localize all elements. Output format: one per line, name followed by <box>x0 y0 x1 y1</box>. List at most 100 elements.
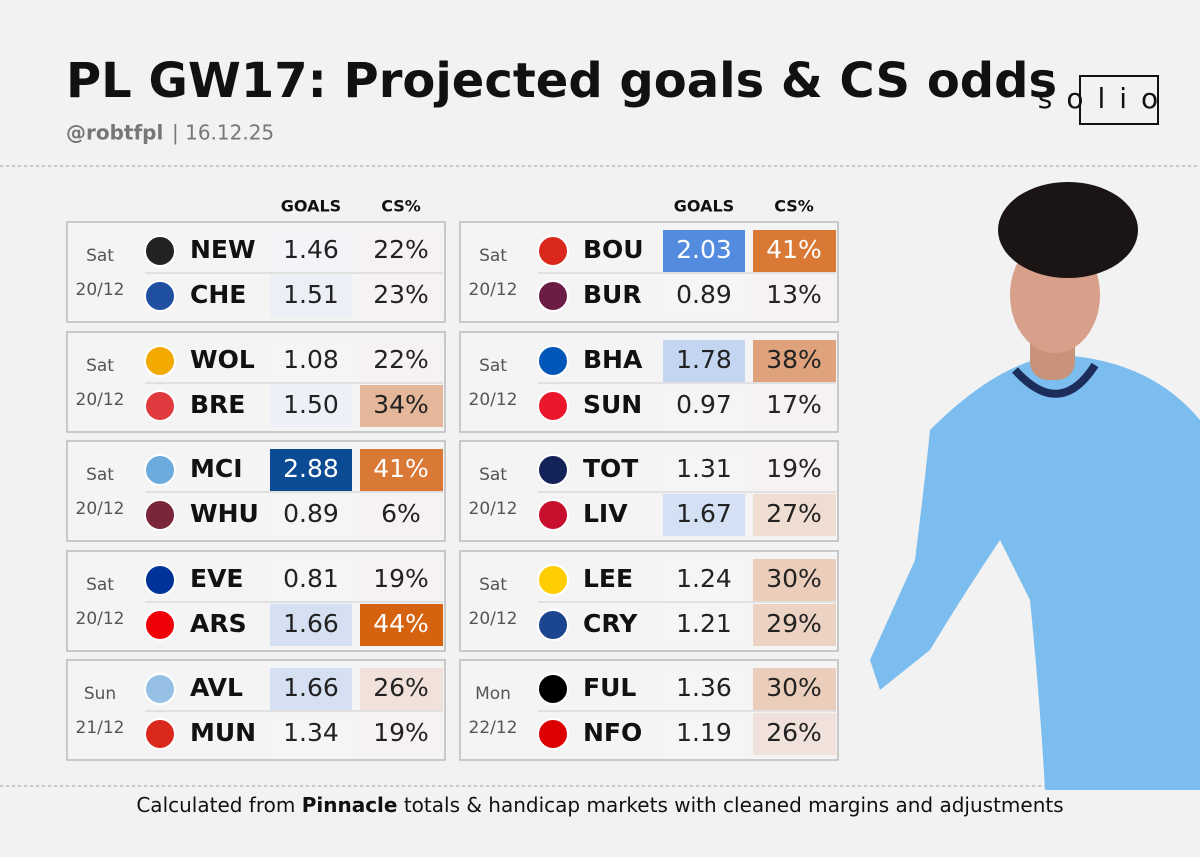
column-header: GOALS <box>281 197 341 216</box>
goals: 0.89 <box>676 280 732 309</box>
team: NEW <box>190 235 256 264</box>
cs: 19% <box>373 718 429 747</box>
goals-cell <box>270 230 352 272</box>
cs: 30% <box>766 564 822 593</box>
goals-cell <box>663 230 745 272</box>
team: WHU <box>190 499 259 528</box>
goals: 1.08 <box>283 345 339 374</box>
cs-cell <box>753 275 836 317</box>
goals: 1.21 <box>676 609 732 638</box>
goals-cell <box>270 604 352 646</box>
goals: 2.03 <box>676 235 732 264</box>
team-logo <box>144 609 176 641</box>
goals-cell <box>663 449 745 491</box>
team: MUN <box>190 718 256 747</box>
team-logo <box>144 454 176 486</box>
goals-cell <box>270 385 352 427</box>
footer-suffix: totals & handicap markets with cleaned m… <box>404 793 1064 817</box>
team: NFO <box>583 718 642 747</box>
team-logo <box>537 609 569 641</box>
cs-cell <box>360 275 443 317</box>
cs-cell <box>753 559 836 601</box>
cs: 19% <box>373 564 429 593</box>
cs-cell <box>360 385 443 427</box>
match-date: 20/12 <box>76 499 125 519</box>
team-logo <box>144 564 176 596</box>
goals: 0.97 <box>676 390 732 419</box>
match-day: Mon <box>475 684 511 704</box>
match-day: Sat <box>86 465 114 485</box>
goals-cell <box>270 494 352 536</box>
cs: 22% <box>373 345 429 374</box>
goals: 2.88 <box>283 454 339 483</box>
team: BUR <box>583 280 642 309</box>
team-logo <box>144 673 176 705</box>
goals-cell <box>663 604 745 646</box>
cs: 30% <box>766 673 822 702</box>
match-date: 20/12 <box>76 390 125 410</box>
match-date: 20/12 <box>469 609 518 629</box>
team-logo <box>537 718 569 750</box>
team: WOL <box>190 345 255 374</box>
player <box>870 182 1200 790</box>
match-date: 21/12 <box>76 718 125 738</box>
team: EVE <box>190 564 244 593</box>
cs-cell <box>360 494 443 536</box>
cs: 6% <box>381 499 421 528</box>
team: BRE <box>190 390 245 419</box>
team-logo <box>144 235 176 267</box>
cs: 13% <box>766 280 822 309</box>
cs: 29% <box>766 609 822 638</box>
cs-cell <box>360 559 443 601</box>
hair <box>998 182 1138 278</box>
cs: 26% <box>373 673 429 702</box>
cs-cell <box>753 713 836 755</box>
team: CRY <box>583 609 638 638</box>
goals: 1.19 <box>676 718 732 747</box>
tables: GOALS CS% Sat 20/12 NEW 1.46 22% CHE 1.51 23% Sat 2… <box>66 197 839 761</box>
goals-cell <box>270 449 352 491</box>
team: BHA <box>583 345 643 374</box>
title: PL GW17: Projected goals & CS odds <box>66 53 1057 109</box>
team-logo <box>537 564 569 596</box>
goals: 0.81 <box>283 564 339 593</box>
match-date: 22/12 <box>469 718 518 738</box>
goals-cell <box>270 275 352 317</box>
goals: 1.50 <box>283 390 339 419</box>
team-logo <box>144 345 176 377</box>
cs: 27% <box>766 499 822 528</box>
cs: 34% <box>373 390 429 419</box>
match-date: 20/12 <box>469 499 518 519</box>
team: MCI <box>190 454 243 483</box>
cs-cell <box>360 713 443 755</box>
goals-cell <box>663 713 745 755</box>
cs-cell <box>360 230 443 272</box>
goals-cell <box>663 668 745 710</box>
match-date: 20/12 <box>469 280 518 300</box>
team: SUN <box>583 390 642 419</box>
team: CHE <box>190 280 246 309</box>
column-header: CS% <box>774 197 814 216</box>
team-logo <box>144 280 176 312</box>
collar <box>1012 362 1099 398</box>
goals: 1.36 <box>676 673 732 702</box>
team-logo <box>537 345 569 377</box>
team: ARS <box>190 609 247 638</box>
cs-cell <box>753 230 836 272</box>
team: BOU <box>583 235 644 264</box>
team-logo <box>537 235 569 267</box>
handle: @robtfpl <box>66 121 163 145</box>
cs-cell <box>360 668 443 710</box>
goals: 1.24 <box>676 564 732 593</box>
cs-cell <box>753 385 836 427</box>
goals-cell <box>663 494 745 536</box>
goals: 1.51 <box>283 280 339 309</box>
team-logo <box>537 454 569 486</box>
cs-cell <box>753 494 836 536</box>
match-day: Sat <box>86 356 114 376</box>
team-logo <box>537 673 569 705</box>
cs: 19% <box>766 454 822 483</box>
cs: 23% <box>373 280 429 309</box>
